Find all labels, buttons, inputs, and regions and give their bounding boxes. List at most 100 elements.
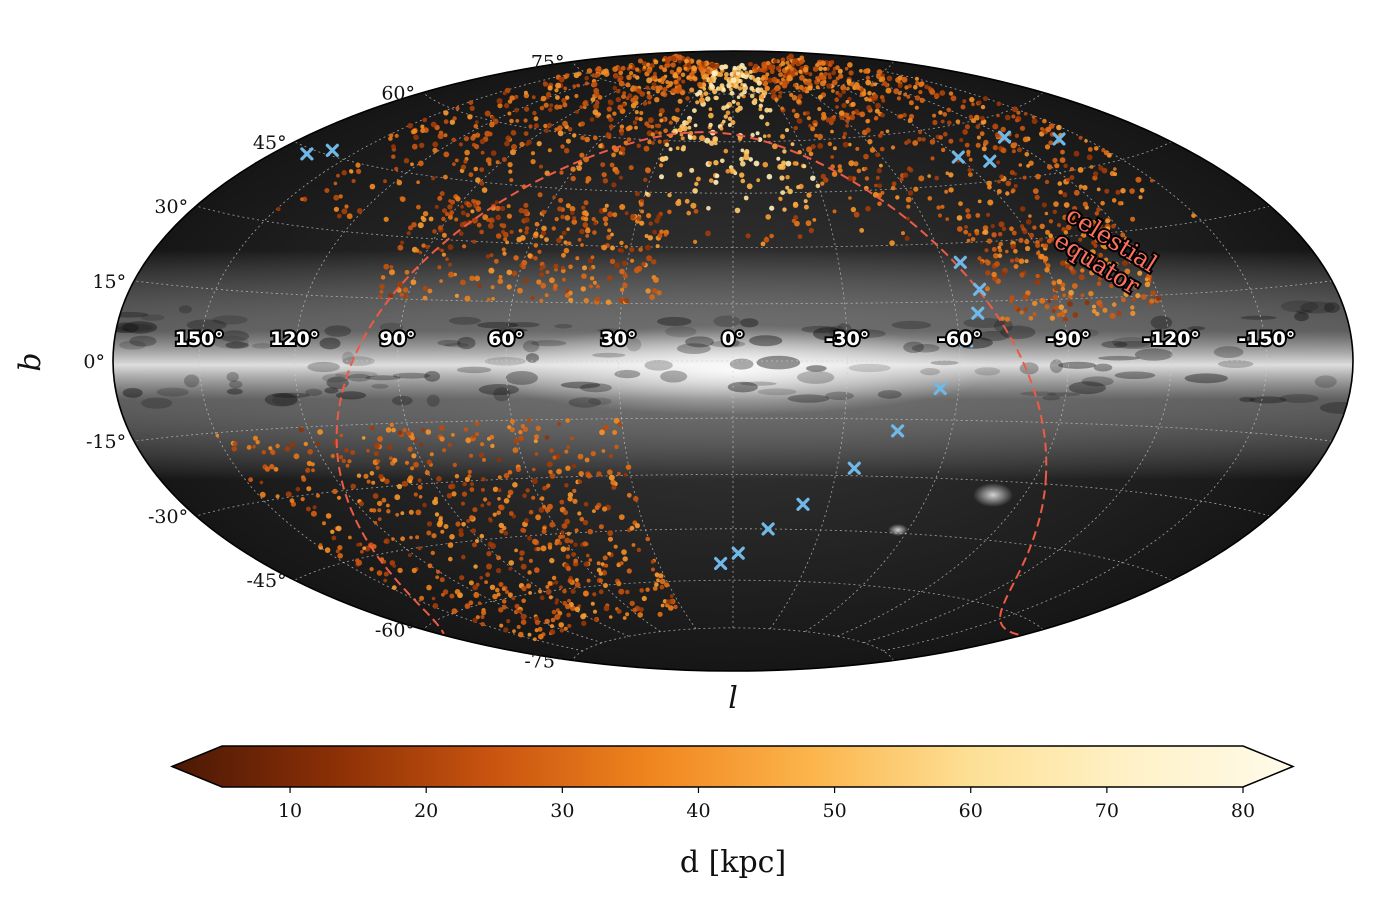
star-point <box>489 584 496 590</box>
star-point <box>578 471 584 477</box>
star-point <box>630 102 637 109</box>
star-point <box>735 107 741 113</box>
dust-patch <box>1112 337 1151 348</box>
dust-patch <box>1093 363 1113 372</box>
star-point <box>561 97 567 104</box>
star-point <box>758 103 763 109</box>
star-point <box>718 72 724 78</box>
star-point <box>452 116 457 121</box>
star-point <box>548 595 553 600</box>
star-point <box>587 528 594 535</box>
star-point <box>890 145 896 150</box>
longitude-tick-label: 90° <box>380 328 416 350</box>
star-point <box>474 217 478 222</box>
grid-parallel <box>294 528 1172 581</box>
star-point <box>643 177 648 182</box>
star-point <box>808 151 814 157</box>
star-point <box>443 110 449 116</box>
star-point <box>580 286 586 292</box>
star-point <box>632 607 638 613</box>
star-point <box>1110 267 1116 273</box>
star-point <box>1091 309 1097 314</box>
star-point <box>566 227 570 231</box>
dust-patch <box>1213 346 1244 358</box>
star-point <box>732 65 737 71</box>
star-point <box>608 454 614 459</box>
star-point <box>475 432 480 437</box>
star-point <box>1097 276 1103 281</box>
star-point <box>867 139 873 145</box>
star-point <box>902 112 907 118</box>
star-point <box>574 528 579 533</box>
cross-marker <box>972 282 987 296</box>
star-point <box>749 86 755 91</box>
star-point <box>310 510 317 517</box>
star-point <box>863 166 868 171</box>
star-point <box>1070 269 1077 275</box>
star-point <box>646 255 653 262</box>
star-point <box>1052 238 1058 244</box>
star-point <box>663 233 668 237</box>
star-point <box>542 504 546 509</box>
dust-patch <box>1020 391 1057 396</box>
star-point <box>232 441 238 447</box>
star-point <box>1124 268 1131 275</box>
colorbar-tick-label: 70 <box>1095 800 1119 822</box>
star-point <box>985 270 991 276</box>
star-point <box>655 89 660 94</box>
star-point <box>1020 206 1026 212</box>
latitude-tick-label: -30° <box>148 506 188 528</box>
star-point <box>485 157 492 164</box>
star-point <box>1012 106 1018 113</box>
star-point <box>581 205 586 210</box>
star-point <box>582 105 587 110</box>
star-point <box>356 559 363 566</box>
star-point <box>1056 124 1062 131</box>
star-point <box>544 128 549 134</box>
star-point <box>503 472 510 479</box>
dust-patch <box>796 370 835 384</box>
dust-patch <box>903 341 925 353</box>
star-point <box>796 118 803 124</box>
star-point <box>501 586 506 592</box>
star-point <box>646 77 653 84</box>
star-point <box>520 619 527 625</box>
dust-patch <box>891 320 932 330</box>
star-point <box>348 535 352 540</box>
star-point <box>607 135 612 140</box>
star-point <box>612 66 618 72</box>
star-point <box>388 292 394 299</box>
star-point <box>810 144 816 150</box>
star-point <box>448 556 453 562</box>
star-point <box>437 133 444 140</box>
star-point <box>373 521 378 525</box>
star-point <box>507 99 513 104</box>
star-point <box>570 588 576 594</box>
star-point <box>1105 235 1111 241</box>
star-point <box>722 119 726 124</box>
star-point <box>708 107 713 111</box>
star-point <box>664 142 670 147</box>
star-point <box>847 62 853 68</box>
star-point <box>907 84 912 89</box>
star-point <box>1035 173 1041 180</box>
star-point <box>388 136 393 141</box>
star-point <box>1135 293 1141 299</box>
star-point <box>461 522 466 527</box>
star-point <box>1091 264 1097 270</box>
star-point <box>475 538 480 544</box>
star-point <box>667 192 672 198</box>
star-point <box>1123 291 1129 297</box>
star-point <box>649 63 655 69</box>
star-point <box>630 213 636 220</box>
star-point <box>551 226 556 231</box>
star-point <box>652 229 657 235</box>
star-point <box>880 112 885 118</box>
star-point <box>396 179 403 186</box>
star-point <box>835 90 840 95</box>
star-point <box>1060 286 1066 292</box>
star-point <box>369 183 376 190</box>
star-point <box>758 94 765 100</box>
star-point <box>709 140 715 146</box>
star-point <box>439 425 445 431</box>
